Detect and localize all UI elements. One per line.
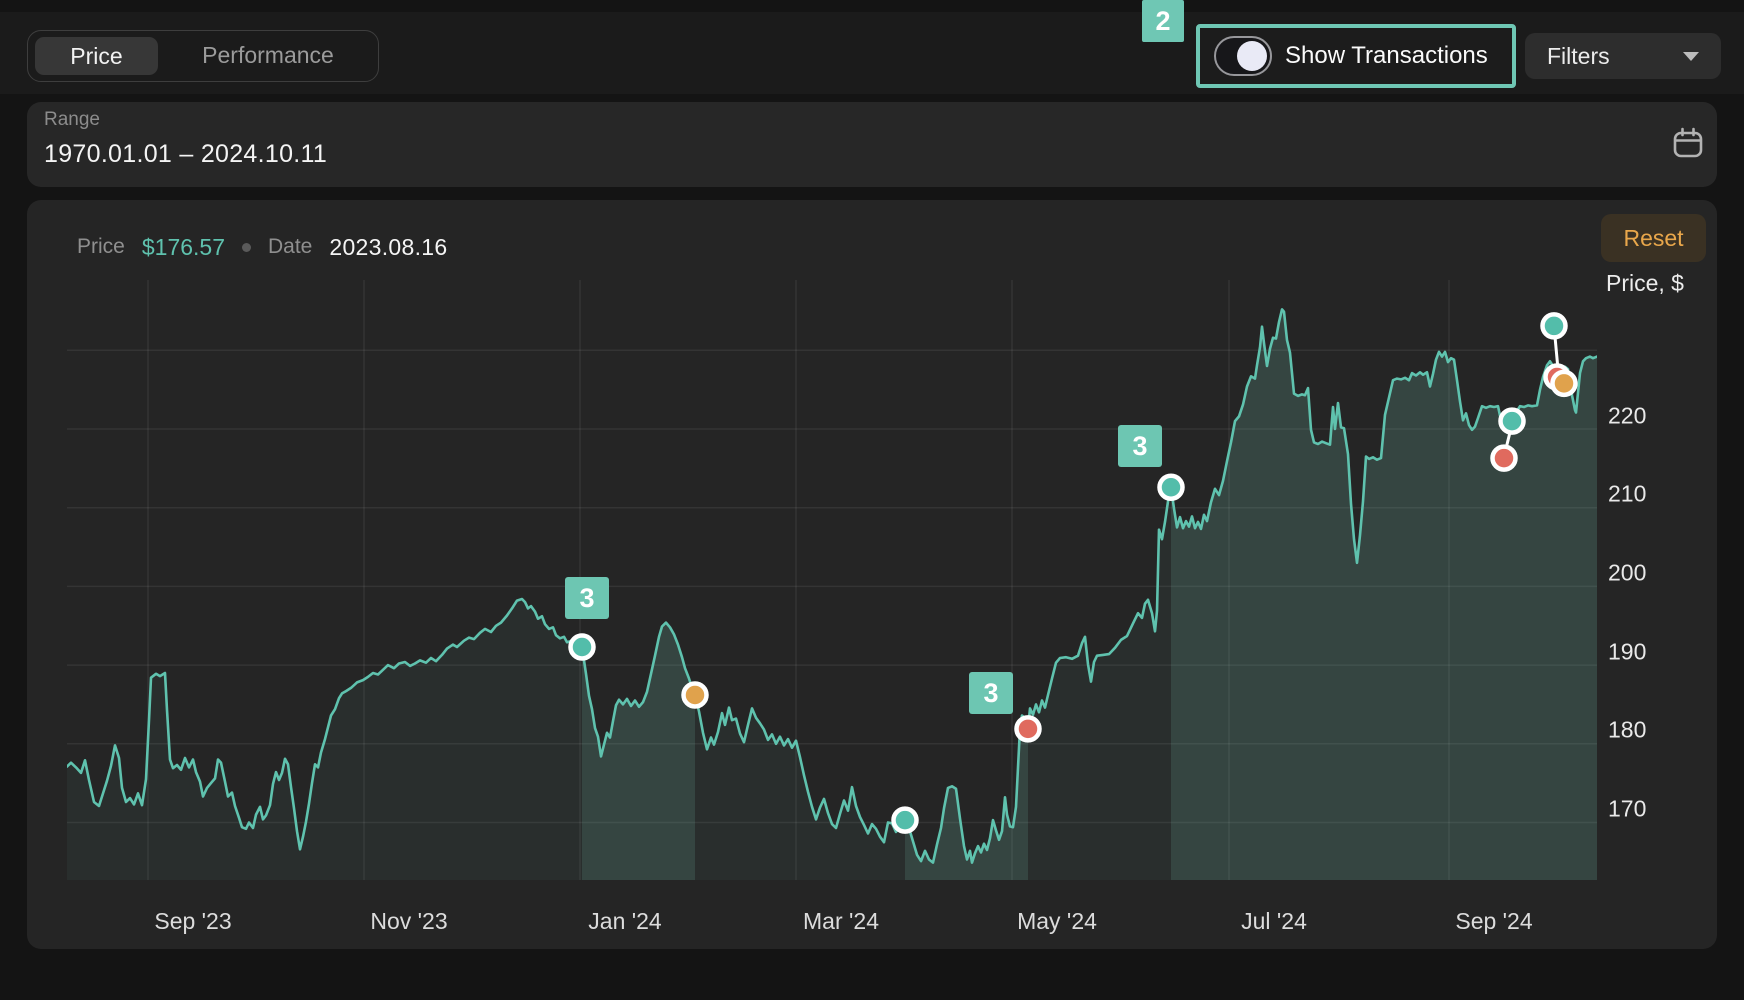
y-axis-label: 200 bbox=[1608, 559, 1647, 586]
x-axis-label: Jan '24 bbox=[588, 908, 662, 934]
filters-dropdown[interactable]: Filters bbox=[1525, 33, 1721, 79]
price-line bbox=[67, 308, 1597, 864]
reset-button[interactable]: Reset bbox=[1601, 214, 1706, 262]
transaction-cluster-badge[interactable]: 3 bbox=[1118, 425, 1162, 467]
show-transactions-label: Show Transactions bbox=[1285, 42, 1488, 69]
legend-date-label: Date bbox=[268, 235, 313, 258]
filters-label: Filters bbox=[1547, 42, 1610, 69]
y-axis-label: 190 bbox=[1608, 638, 1647, 665]
price-chart[interactable] bbox=[67, 280, 1597, 880]
chevron-down-icon bbox=[1683, 51, 1699, 61]
legend-price-label: Price bbox=[77, 235, 125, 258]
transaction-marker-orange[interactable] bbox=[1550, 369, 1578, 398]
transaction-marker-red[interactable] bbox=[1014, 715, 1042, 743]
transaction-marker-orange[interactable] bbox=[681, 681, 709, 709]
transaction-marker-teal[interactable] bbox=[1157, 473, 1185, 501]
y-axis-label: 180 bbox=[1608, 716, 1647, 743]
tab-price-label: Price bbox=[70, 42, 123, 69]
tab-price[interactable]: Price bbox=[35, 37, 158, 75]
range-label: Range bbox=[44, 109, 100, 130]
range-value: 1970.01.01 – 2024.10.11 bbox=[44, 140, 328, 168]
legend-price-value: $176.57 bbox=[141, 233, 225, 260]
x-axis-label: Sep '24 bbox=[1455, 908, 1533, 934]
transaction-range-band bbox=[905, 309, 1028, 880]
transaction-marker-red[interactable] bbox=[1490, 444, 1518, 472]
transaction-range-band bbox=[1171, 309, 1597, 880]
transaction-marker-teal[interactable] bbox=[568, 633, 596, 661]
chart-legend: Price $176.57 Date 2023.08.16 bbox=[77, 231, 447, 263]
transaction-marker-teal[interactable] bbox=[1498, 407, 1526, 435]
legend-date-value: 2023.08.16 bbox=[329, 233, 448, 260]
x-axis-label: May '24 bbox=[1017, 908, 1097, 934]
transaction-marker-teal[interactable] bbox=[891, 806, 919, 834]
toggle-knob-icon bbox=[1237, 41, 1267, 71]
x-axis-label: Jul '24 bbox=[1241, 908, 1307, 934]
x-axis-label: Sep '23 bbox=[154, 908, 232, 934]
calendar-icon[interactable] bbox=[1668, 123, 1708, 163]
legend-separator-dot bbox=[242, 242, 251, 252]
view-tabs: Price Performance bbox=[27, 30, 379, 82]
x-axis-label: Nov '23 bbox=[370, 908, 448, 934]
area-fill bbox=[67, 309, 1597, 880]
transaction-marker-teal[interactable] bbox=[1540, 312, 1568, 340]
tab-performance-label: Performance bbox=[202, 42, 334, 68]
annotation-step-badge: 2 bbox=[1142, 0, 1184, 42]
show-transactions-toggle[interactable] bbox=[1214, 36, 1272, 76]
y-axis-label: 170 bbox=[1608, 795, 1647, 822]
x-axis-label: Mar '24 bbox=[803, 908, 879, 934]
range-card bbox=[27, 102, 1717, 187]
transaction-cluster-badge[interactable]: 3 bbox=[969, 672, 1013, 714]
y-axis-title: Price, $ bbox=[1606, 270, 1684, 296]
tab-performance[interactable]: Performance bbox=[163, 31, 373, 80]
y-axis-label: 210 bbox=[1608, 480, 1647, 507]
y-axis-label: 220 bbox=[1608, 402, 1647, 429]
annotation-highlight-box: Show Transactions bbox=[1196, 24, 1516, 88]
transaction-cluster-badge[interactable]: 3 bbox=[565, 577, 609, 619]
